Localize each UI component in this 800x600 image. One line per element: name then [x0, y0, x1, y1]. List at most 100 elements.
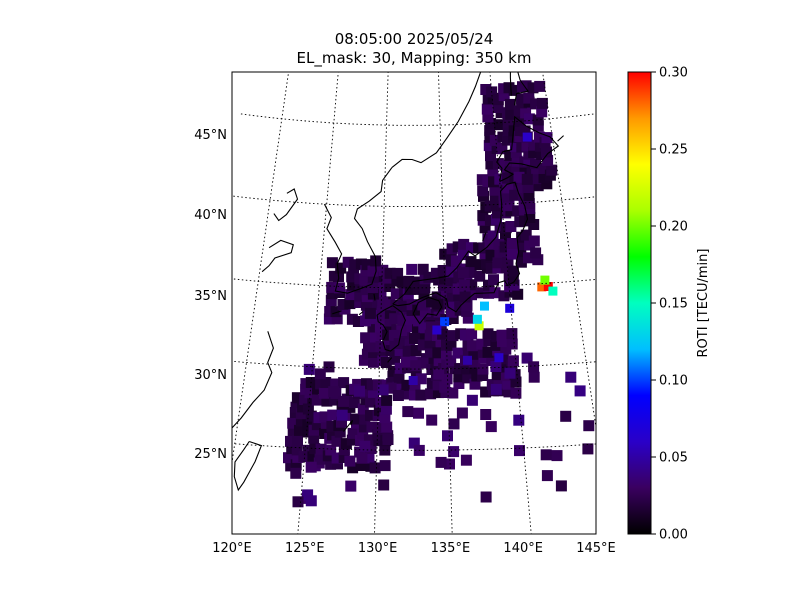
roti-cell: [532, 114, 544, 126]
roti-cell: [479, 248, 491, 260]
roti-cell: [528, 219, 540, 230]
roti-cell: [490, 383, 502, 395]
roti-cell: [408, 437, 420, 449]
coastline: [323, 167, 393, 294]
roti-cell: [308, 432, 320, 444]
roti-cell: [322, 450, 334, 462]
roti-cell: [435, 456, 447, 468]
roti-cell: [408, 389, 420, 401]
roti-cell: [505, 221, 517, 232]
roti-cell: [327, 409, 339, 421]
roti-cell: [406, 321, 418, 333]
roti-cell: [418, 322, 430, 334]
colorbar-tick-label: 0.00: [659, 528, 688, 543]
roti-cell: [520, 80, 532, 92]
roti-cell: [338, 444, 350, 456]
roti-cell: [445, 306, 457, 318]
roti-cell: [446, 243, 458, 255]
roti-cell: [298, 451, 310, 463]
roti-cell: [448, 418, 460, 430]
roti-cell: [462, 372, 474, 384]
roti-cell: [536, 106, 548, 118]
coastline: [358, 311, 364, 316]
roti-cell: [326, 281, 338, 293]
roti-cell: [356, 452, 368, 464]
roti-cell: [373, 435, 385, 447]
meridian: [542, 72, 596, 431]
title-settings: EL_mask: 30, Mapping: 350 km: [296, 49, 532, 67]
roti-cell: [352, 316, 364, 327]
roti-cell: [466, 394, 478, 406]
roti-cell: [430, 267, 442, 279]
roti-cell: [450, 255, 462, 267]
roti-cell: [375, 341, 387, 353]
roti-cell: [517, 189, 529, 201]
roti-cell: [452, 283, 464, 295]
coastline: [261, 239, 294, 273]
roti-cell: [295, 408, 307, 420]
roti-cell: [469, 378, 481, 390]
roti-cell: [385, 382, 397, 394]
roti-cell: [523, 190, 535, 201]
roti-cell: [413, 407, 424, 419]
roti-cell: [361, 348, 373, 360]
roti-cell: [541, 178, 553, 190]
roti-cell: [448, 446, 460, 458]
roti-cell: [381, 394, 393, 406]
roti-cell: [323, 313, 335, 325]
roti-cell: [366, 421, 378, 433]
roti-cell: [287, 425, 299, 436]
roti-cell: [426, 414, 438, 426]
roti-cell: [492, 94, 504, 106]
latitude-label: 30°N: [194, 368, 227, 383]
roti-cell: [355, 435, 366, 446]
colorbar-tick-label: 0.30: [659, 66, 688, 81]
roti-cell: [565, 371, 577, 383]
roti-cell: [505, 303, 515, 313]
roti-cell: [502, 191, 514, 203]
roti-cell: [457, 249, 469, 261]
roti-cell: [325, 295, 337, 306]
roti-cell: [404, 314, 416, 326]
roti-cell: [532, 120, 544, 132]
roti-cell: [482, 175, 494, 187]
roti-cell: [492, 207, 503, 219]
roti-cell: [480, 491, 492, 503]
roti-cell: [444, 458, 455, 470]
parallel: [240, 113, 596, 126]
roti-cell: [520, 107, 532, 119]
roti-cell: [309, 443, 321, 455]
roti-cell: [498, 361, 510, 373]
roti-cell: [406, 299, 418, 311]
roti-cell: [305, 495, 317, 507]
roti-cell: [387, 365, 399, 377]
roti-cell: [320, 377, 332, 388]
roti-cell: [367, 288, 379, 300]
roti-cell: [331, 435, 343, 447]
roti-cell: [404, 339, 416, 351]
roti-cell: [489, 287, 501, 299]
roti-cell: [548, 286, 558, 296]
roti-cell: [452, 347, 464, 359]
roti-cell: [371, 298, 383, 310]
roti-cell: [541, 470, 553, 482]
roti-cell: [389, 353, 401, 365]
roti-cell: [481, 103, 493, 115]
roti-cell: [504, 164, 516, 176]
coastline: [233, 440, 263, 492]
colorbar: 0.00 0.05 0.10 0.15 0.20 0.25 0.30 ROTI [TECU/…: [627, 66, 711, 543]
roti-cell: [357, 403, 369, 415]
roti-cell: [465, 242, 477, 254]
roti-cell: [506, 338, 518, 350]
roti-cell: [379, 412, 391, 424]
roti-cell: [419, 282, 431, 294]
roti-cell: [377, 384, 389, 396]
roti-cell: [507, 273, 519, 285]
roti-cell: [500, 231, 511, 243]
roti-cell: [504, 286, 516, 298]
parallel: [232, 278, 596, 289]
roti-cell: [506, 328, 518, 340]
roti-cell: [329, 394, 341, 406]
roti-cell: [454, 363, 466, 375]
